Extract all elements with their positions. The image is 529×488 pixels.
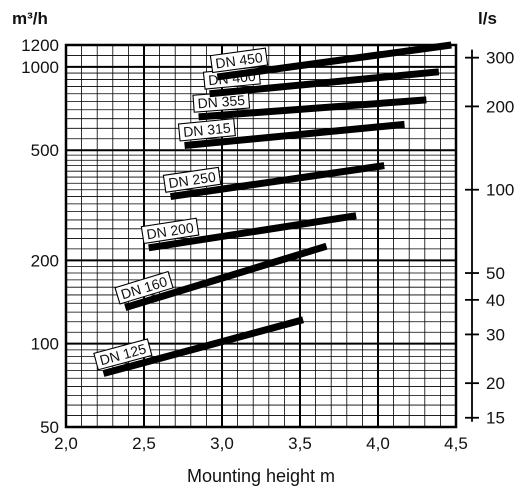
x-tick-label: 4,5: [444, 434, 468, 453]
x-axis-ticks: 2,0 2,5 3,0 3,5 4,0 4,5: [54, 434, 468, 453]
series-label-box: [93, 338, 153, 371]
series-line: [184, 120, 405, 150]
y-axis-left-ticks: 50 100 200 500 1000 1200: [21, 36, 59, 437]
series-line: [124, 242, 328, 311]
y-tick-label-right: 20: [486, 374, 505, 393]
series-label-text: DN 315: [183, 120, 232, 140]
y-axis-right: 15 20 30 40 50 100 200 300: [465, 49, 514, 428]
y-tick-label-left: 50: [40, 418, 59, 437]
series-label: DN 250: [162, 166, 222, 193]
y-tick-label-right: 200: [486, 97, 514, 116]
y-tick-label-right: 15: [486, 409, 505, 428]
series-label-text: DN 250: [167, 168, 216, 191]
x-tick-label: 3,0: [210, 434, 234, 453]
y-tick-label-right: 300: [486, 49, 514, 68]
series-label-box: [162, 166, 222, 193]
series-label-box: [209, 47, 269, 74]
series-line: [148, 212, 357, 252]
x-tick-label: 3,5: [288, 434, 312, 453]
series-label: DN 450: [209, 47, 269, 74]
y-tick-label-left: 200: [31, 251, 59, 270]
series-label-text: DN 450: [214, 49, 263, 71]
series-label-box: [140, 217, 200, 245]
series-label-box: [177, 118, 236, 142]
x-axis-label: Mounting height m: [187, 466, 335, 486]
series-line: [198, 96, 427, 121]
y-tick-label-right: 40: [486, 291, 505, 310]
y-tick-label-right: 30: [486, 325, 505, 344]
series-label-box: [114, 270, 174, 305]
x-tick-label: 2,0: [54, 434, 78, 453]
y-unit-right: l/s: [478, 9, 497, 28]
series-label: DN 355: [192, 90, 251, 113]
y-tick-label-left: 1000: [21, 58, 59, 77]
series-line: [209, 68, 440, 98]
y-unit-left: m³/h: [12, 9, 48, 28]
series-line: [216, 41, 452, 81]
series-label: DN 200: [140, 217, 200, 245]
y-tick-label-left: 500: [31, 141, 59, 160]
series-line: [102, 316, 305, 377]
y-tick-label-right: 100: [486, 181, 514, 200]
series-label-text: DN 200: [145, 219, 195, 242]
series-label-text: DN 355: [197, 92, 246, 111]
x-tick-label: 4,0: [366, 434, 390, 453]
plot-frame: [64, 43, 458, 429]
x-tick-label: 2,5: [132, 434, 156, 453]
y-tick-label-left: 100: [31, 335, 59, 354]
y-tick-label-right: 50: [486, 264, 505, 283]
series-label: DN 315: [177, 118, 236, 142]
y-tick-label-left: 1200: [21, 36, 59, 55]
series-line: [170, 162, 385, 201]
